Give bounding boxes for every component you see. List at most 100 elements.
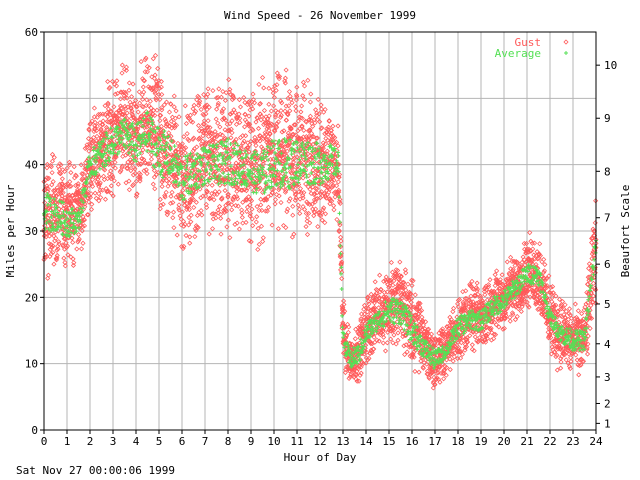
gust-point — [187, 112, 194, 118]
gust-point — [51, 233, 57, 239]
gust-point — [293, 195, 299, 201]
gust-point — [313, 185, 319, 192]
gust-point — [208, 195, 214, 201]
gust-point — [159, 105, 165, 111]
gust-point — [474, 280, 480, 286]
gust-point — [303, 224, 309, 230]
gust-point — [272, 114, 279, 120]
gust-point — [396, 283, 402, 289]
gust-point — [87, 142, 93, 148]
gust-point — [144, 97, 150, 103]
gust-point — [94, 133, 100, 139]
gust-point — [165, 151, 171, 157]
gust-point — [313, 196, 319, 202]
gust-point — [244, 156, 251, 162]
gust-point — [80, 224, 86, 230]
gust-point — [399, 280, 405, 286]
gust-point — [294, 84, 300, 90]
gust-point — [247, 121, 253, 127]
gust-point — [119, 62, 125, 68]
gust-point — [274, 82, 280, 88]
gust-point — [253, 119, 259, 125]
gust-point — [572, 301, 578, 307]
gust-point — [271, 103, 277, 109]
gust-point — [158, 123, 164, 129]
gust-point — [542, 261, 548, 268]
gust-point — [110, 174, 116, 180]
gust-point — [408, 291, 414, 297]
gust-point — [297, 186, 304, 192]
gust-point — [262, 208, 269, 214]
gust-point — [108, 183, 114, 189]
gust-point — [271, 162, 277, 169]
gust-point — [408, 299, 414, 305]
gust-point — [123, 67, 129, 73]
gust-point — [79, 171, 85, 177]
gust-point — [152, 72, 158, 78]
gust-point — [371, 346, 377, 352]
gust-point — [197, 135, 203, 142]
gust-point — [290, 156, 296, 162]
gust-point — [389, 269, 396, 275]
gust-point — [231, 95, 237, 101]
gust-point — [64, 165, 70, 171]
gust-point — [402, 351, 408, 358]
gust-point — [301, 190, 307, 196]
gust-point — [79, 228, 85, 234]
gust-point — [92, 166, 99, 172]
gust-point — [507, 314, 513, 321]
gust-point — [257, 138, 263, 144]
gust-point — [166, 123, 172, 129]
gust-point — [275, 74, 281, 80]
gust-point — [336, 171, 343, 178]
gust-point — [268, 148, 274, 155]
gust-point — [193, 108, 199, 114]
gust-point — [57, 171, 64, 177]
gust-point — [265, 143, 272, 149]
gust-point — [327, 198, 333, 204]
gust-point — [299, 115, 305, 121]
gust-point — [151, 75, 157, 82]
gust-point — [250, 127, 256, 133]
gust-point — [190, 119, 196, 125]
gust-point — [216, 86, 222, 92]
gust-point — [170, 199, 176, 206]
gust-point — [229, 118, 235, 124]
gust-point — [371, 334, 377, 340]
gust-point — [104, 188, 110, 194]
gust-point — [179, 153, 185, 159]
gust-point — [216, 189, 222, 195]
gust-point — [539, 259, 545, 265]
gust-point — [176, 205, 182, 211]
gust-point — [144, 69, 150, 75]
gust-point — [158, 78, 164, 85]
gust-point — [225, 194, 231, 200]
gust-point — [136, 161, 142, 168]
gust-point — [568, 355, 574, 361]
chart-title: Wind Speed - 26 November 1999 — [224, 9, 416, 22]
gust-point — [266, 101, 272, 107]
gust-point — [392, 275, 398, 281]
gust-point — [404, 349, 410, 355]
gust-point — [89, 118, 95, 124]
gust-point — [388, 259, 394, 266]
gust-point — [159, 107, 165, 113]
gust-point — [579, 311, 585, 317]
gust-point — [335, 123, 341, 129]
gust-point — [410, 304, 416, 310]
gust-point — [294, 93, 300, 100]
gust-point — [366, 355, 372, 361]
gust-point — [307, 99, 313, 105]
gust-point — [194, 97, 200, 103]
gust-point — [336, 174, 342, 180]
gust-point — [195, 224, 201, 231]
gust-point — [205, 118, 211, 124]
gust-point — [229, 207, 235, 213]
gust-point — [330, 182, 336, 188]
gust-point — [398, 325, 404, 331]
gust-point — [225, 217, 231, 223]
gust-point — [245, 185, 251, 191]
gust-point — [99, 121, 105, 128]
gust-point — [168, 193, 174, 199]
